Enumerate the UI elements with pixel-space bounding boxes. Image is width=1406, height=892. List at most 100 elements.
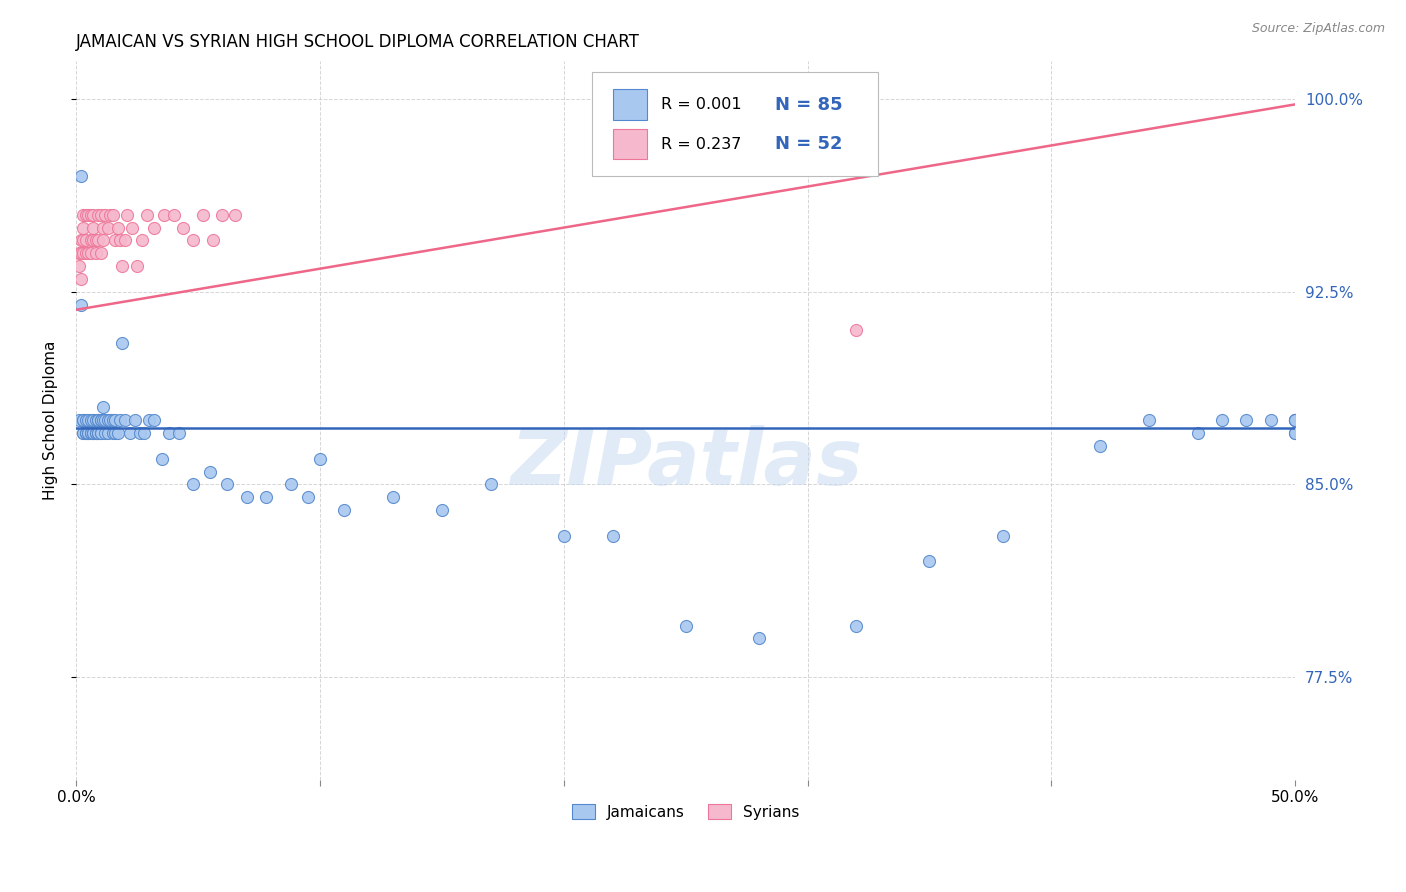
Point: [94, 208, 117, 222]
Point: [70, 246, 93, 260]
Point: [77, 246, 100, 260]
Point: [72, 234, 94, 248]
Point: [172, 220, 194, 235]
Point: [77, 425, 100, 440]
Point: [333, 503, 356, 517]
Point: [90, 208, 112, 222]
Point: [67, 413, 90, 427]
Point: [143, 220, 166, 235]
Point: [75, 413, 97, 427]
Point: [101, 425, 124, 440]
Point: [135, 208, 157, 222]
Point: [1284, 413, 1306, 427]
Y-axis label: High School Diploma: High School Diploma: [44, 341, 58, 500]
Point: [153, 208, 176, 222]
Point: [97, 413, 120, 427]
Point: [128, 425, 150, 440]
Point: [200, 465, 222, 479]
Point: [84, 246, 107, 260]
Point: [97, 220, 120, 235]
Point: [77, 425, 100, 440]
Point: [87, 413, 110, 427]
Point: [91, 413, 114, 427]
Point: [72, 413, 94, 427]
Point: [75, 425, 97, 440]
Point: [91, 234, 114, 248]
Point: [101, 208, 124, 222]
Point: [87, 234, 110, 248]
Point: [101, 413, 124, 427]
Point: [90, 425, 112, 440]
Point: [1284, 413, 1306, 427]
Text: ZIPatlas: ZIPatlas: [509, 425, 862, 501]
Point: [72, 246, 94, 260]
Point: [80, 246, 103, 260]
Point: [1137, 413, 1160, 427]
Point: [118, 425, 141, 440]
Point: [127, 259, 149, 273]
Point: [479, 477, 502, 491]
Point: [77, 208, 100, 222]
Point: [181, 477, 204, 491]
Point: [94, 413, 117, 427]
Point: [1234, 413, 1257, 427]
Text: R = 0.001: R = 0.001: [661, 97, 742, 112]
Point: [309, 451, 332, 466]
Point: [114, 234, 136, 248]
Point: [72, 220, 94, 235]
Point: [82, 413, 104, 427]
Point: [75, 208, 97, 222]
Point: [1284, 413, 1306, 427]
Point: [297, 490, 319, 504]
Point: [104, 425, 127, 440]
Point: [80, 425, 103, 440]
Text: Source: ZipAtlas.com: Source: ZipAtlas.com: [1251, 22, 1385, 36]
Point: [82, 425, 104, 440]
Point: [134, 425, 156, 440]
Point: [90, 425, 112, 440]
Point: [87, 425, 110, 440]
Point: [98, 413, 121, 427]
Point: [80, 208, 103, 222]
Point: [150, 451, 173, 466]
Point: [77, 413, 100, 427]
Point: [1260, 413, 1282, 427]
Point: [70, 272, 93, 286]
Point: [90, 413, 112, 427]
Point: [124, 413, 146, 427]
Point: [111, 336, 134, 351]
Point: [138, 413, 160, 427]
Point: [143, 413, 166, 427]
Point: [70, 234, 93, 248]
Point: [72, 413, 94, 427]
Point: [94, 425, 117, 440]
Text: JAMAICAN VS SYRIAN HIGH SCHOOL DIPLOMA CORRELATION CHART: JAMAICAN VS SYRIAN HIGH SCHOOL DIPLOMA C…: [76, 33, 640, 51]
Point: [84, 234, 107, 248]
Point: [90, 413, 112, 427]
Point: [602, 529, 624, 543]
Point: [97, 425, 120, 440]
Point: [553, 529, 575, 543]
Point: [280, 477, 302, 491]
Point: [918, 554, 941, 568]
Point: [1088, 439, 1111, 453]
Point: [991, 529, 1014, 543]
Point: [748, 632, 770, 646]
Point: [72, 425, 94, 440]
Point: [111, 259, 134, 273]
Point: [104, 413, 127, 427]
Point: [75, 246, 97, 260]
Point: [91, 401, 114, 415]
Point: [1284, 413, 1306, 427]
Point: [87, 425, 110, 440]
Point: [217, 477, 239, 491]
Point: [84, 413, 107, 427]
Point: [107, 425, 129, 440]
Point: [70, 169, 93, 184]
Point: [114, 413, 136, 427]
Point: [845, 323, 868, 337]
FancyBboxPatch shape: [592, 71, 879, 176]
FancyBboxPatch shape: [613, 129, 647, 159]
Point: [236, 490, 259, 504]
Point: [98, 208, 121, 222]
